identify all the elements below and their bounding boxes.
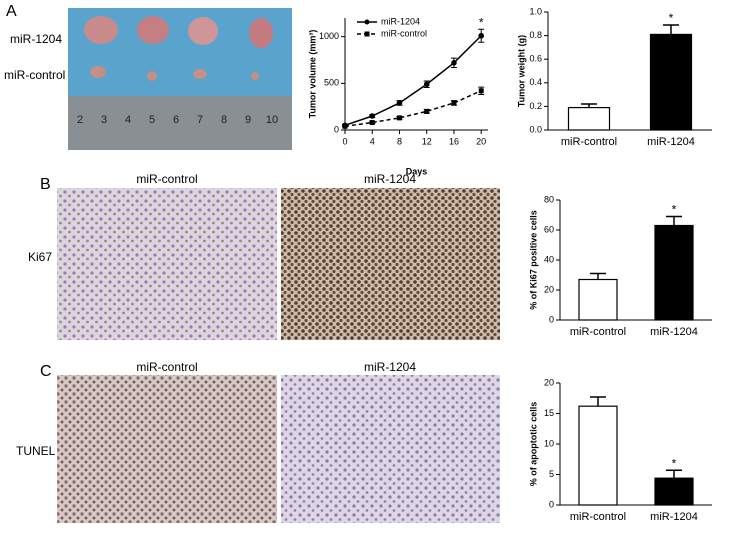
y-axis-label: % of apoptotic cells [528, 402, 538, 487]
x-tick-label: 0 [342, 136, 347, 146]
tumor-photo [68, 8, 292, 150]
bar [649, 33, 693, 131]
error-bar [590, 272, 606, 280]
column-label: miR-1204 [364, 172, 416, 186]
ruler-label: 2 [77, 114, 83, 126]
y-axis-label: % of Ki67 positive cells [528, 210, 538, 310]
legend-label: miR-control [381, 28, 427, 38]
x-tick-label: 16 [449, 136, 459, 146]
ruler-label: 7 [197, 114, 203, 126]
x-tick-label: miR-control [570, 511, 626, 523]
y-axis-label: Tumor volume (mm³) [307, 30, 317, 119]
x-tick-label: 20 [476, 136, 486, 146]
marker [478, 88, 484, 94]
series-line [344, 90, 482, 128]
micrograph [57, 188, 277, 340]
x-axis-label: Days [406, 166, 428, 176]
x-tick-label: miR-1204 [647, 136, 695, 148]
y-tick-label: 1.0 [529, 6, 542, 16]
x-tick-label: miR-1204 [650, 326, 698, 338]
row-label: miR-control [4, 68, 65, 82]
ruler-label: 6 [173, 114, 179, 126]
x-tick-label: miR-control [570, 326, 626, 338]
bar [578, 405, 618, 506]
ruler-label: 5 [149, 114, 155, 126]
error-bar [590, 396, 606, 407]
column-label: miR-control [136, 172, 197, 186]
x-tick-label: miR-control [561, 136, 617, 148]
y-tick-label: 0.0 [529, 124, 542, 134]
marker [478, 32, 484, 39]
column-label: miR-control [136, 360, 197, 374]
y-tick-label: 40 [544, 254, 554, 264]
x-tick-label: 4 [370, 136, 375, 146]
row-label: Ki67 [28, 250, 52, 264]
micrograph [281, 188, 500, 340]
marker [451, 60, 457, 66]
micrograph [281, 375, 500, 523]
y-axis-label: Tumor weight (g) [516, 35, 526, 107]
marker [451, 100, 457, 106]
marker [423, 81, 430, 88]
annotation: * [669, 11, 674, 25]
bar [567, 106, 611, 131]
y-tick-label: 20 [544, 377, 554, 387]
y-tick-label: 20 [544, 284, 554, 294]
y-tick-label: 80 [544, 194, 554, 204]
annotation: * [672, 203, 677, 217]
y-tick-label: 0 [549, 499, 554, 509]
row-label: miR-1204 [10, 32, 62, 46]
marker [369, 113, 376, 119]
ruler-label: 9 [245, 114, 251, 126]
ruler-label: 10 [266, 114, 278, 126]
bar [654, 477, 694, 506]
y-tick-label: 10 [544, 438, 554, 448]
column-label: miR-1204 [364, 360, 416, 374]
panel-label: C [40, 363, 52, 380]
y-tick-label: 0.4 [529, 77, 542, 87]
y-tick-label: 0 [334, 124, 339, 134]
ruler-label: 3 [101, 114, 107, 126]
micrograph [57, 375, 277, 523]
y-tick-label: 0 [549, 314, 554, 324]
ruler-label: 4 [125, 114, 131, 126]
y-tick-label: 5 [549, 469, 554, 479]
series-line [344, 35, 482, 127]
y-tick-label: 1000 [319, 31, 339, 41]
annotation: * [479, 15, 484, 29]
marker [396, 115, 402, 121]
x-tick-label: miR-1204 [650, 511, 698, 523]
y-tick-label: 0.2 [529, 101, 542, 111]
error-bar [666, 215, 682, 226]
bar [578, 278, 618, 321]
error-bar [666, 469, 682, 479]
marker [396, 100, 403, 106]
legend-label: miR-1204 [381, 16, 420, 26]
panel-label: B [40, 176, 51, 193]
error-bar [663, 24, 679, 35]
y-tick-label: 15 [544, 408, 554, 418]
ruler-label: 8 [221, 114, 227, 126]
marker [369, 120, 375, 126]
row-label: TUNEL [16, 444, 56, 458]
marker [424, 108, 430, 114]
marker [342, 123, 348, 129]
y-tick-label: 60 [544, 224, 554, 234]
x-tick-label: 8 [397, 136, 402, 146]
y-tick-label: 500 [324, 78, 339, 88]
panel-label: A [6, 3, 17, 20]
legend-marker [364, 19, 370, 25]
bar [654, 224, 694, 321]
legend-marker [364, 31, 370, 37]
annotation: * [672, 456, 677, 470]
y-tick-label: 0.6 [529, 54, 542, 64]
y-tick-label: 0.8 [529, 30, 542, 40]
x-tick-label: 12 [422, 136, 432, 146]
